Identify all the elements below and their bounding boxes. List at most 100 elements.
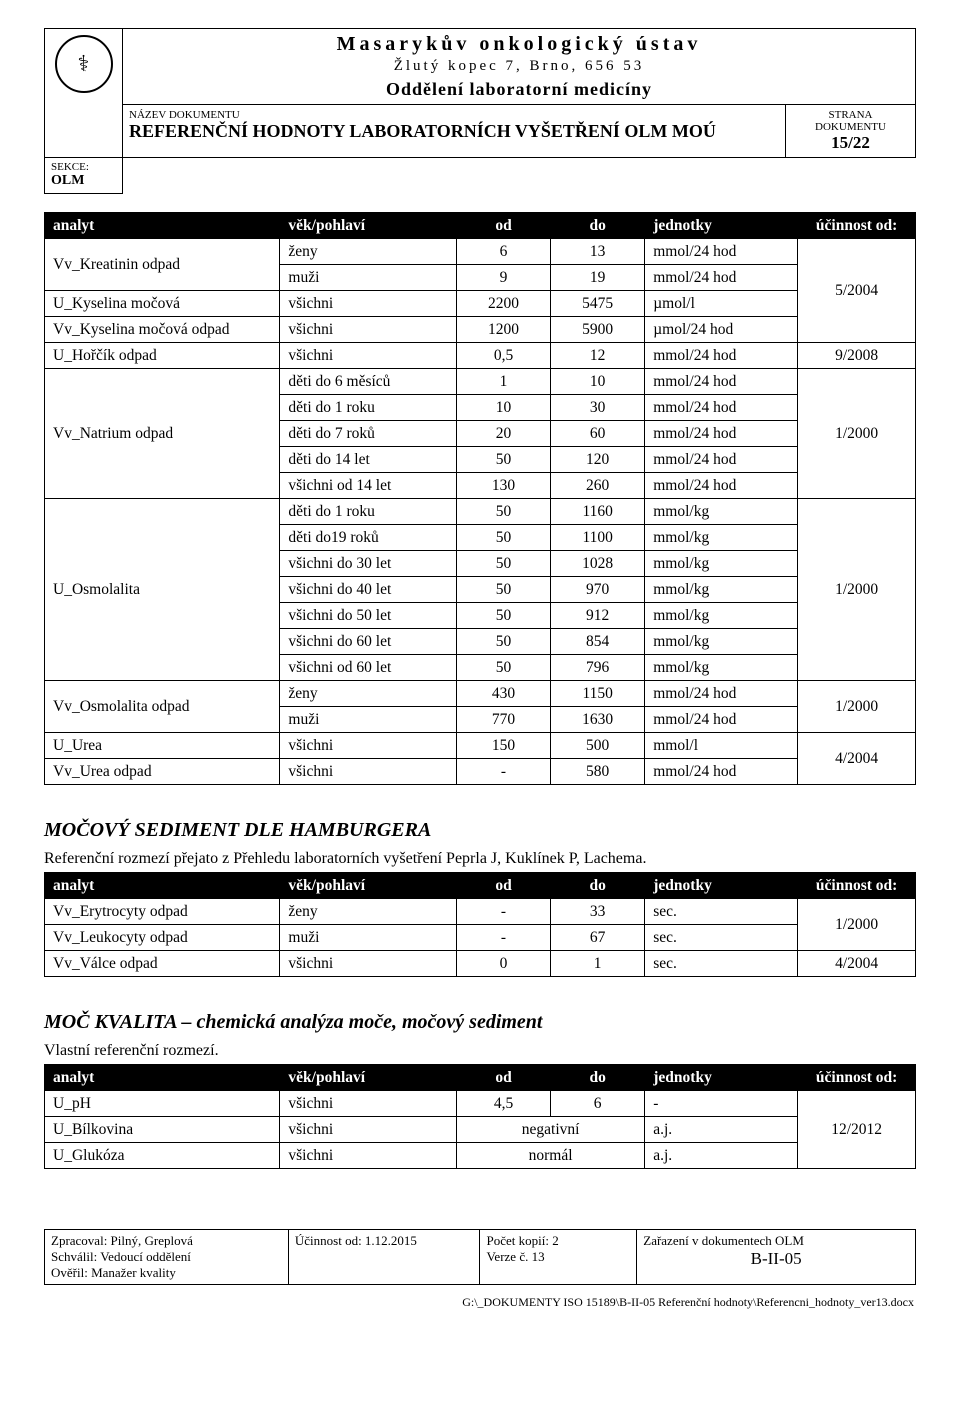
cell-age: všichni: [280, 291, 457, 317]
institution-name: Masarykův onkologický ústav: [129, 33, 909, 56]
cell-eff: 1/2000: [798, 681, 916, 733]
institution-cell: Masarykův onkologický ústav Žlutý kopec …: [123, 29, 916, 105]
page: ⚕ Masarykův onkologický ústav Žlutý kope…: [0, 0, 960, 1330]
cell-age: děti do19 roků: [280, 525, 457, 551]
cell-age: děti do 14 let: [280, 447, 457, 473]
footer-approved: Schválil: Vedoucí oddělení: [51, 1249, 282, 1265]
table-main: analyt věk/pohlaví od do jednotky účinno…: [44, 212, 916, 785]
footer-col2: Účinnost od: 1.12.2015: [288, 1230, 480, 1285]
th-analyt: analyt: [45, 213, 280, 239]
cell-age: všichni: [280, 317, 457, 343]
cell-unit: mmol/kg: [645, 525, 798, 551]
section-note-sediment: Referenční rozmezí přejato z Přehledu la…: [44, 850, 916, 868]
th-eff: účinnost od:: [798, 213, 916, 239]
cell-analyt: U_Hořčík odpad: [45, 343, 280, 369]
cell-unit: sec.: [645, 951, 798, 977]
cell-do: 5900: [551, 317, 645, 343]
cell-eff: 4/2004: [798, 733, 916, 785]
table-row: U_Glukóza všichni normál a.j.: [45, 1143, 916, 1169]
doc-title-cell: NÁZEV DOKUMENTU REFERENČNÍ HODNOTY LABOR…: [123, 105, 786, 158]
cell-do: 1028: [551, 551, 645, 577]
table-row: U_Bílkovina všichni negativní a.j.: [45, 1117, 916, 1143]
cell-age: všichni od 60 let: [280, 655, 457, 681]
cell-od: 50: [456, 655, 550, 681]
cell-unit: mmol/24 hod: [645, 343, 798, 369]
sekce-code: OLM: [51, 173, 116, 189]
cell-age: všichni od 14 let: [280, 473, 457, 499]
cell-od: 10: [456, 395, 550, 421]
cell-eff: 5/2004: [798, 239, 916, 343]
cell-unit: µmol/l: [645, 291, 798, 317]
cell-age: muži: [280, 265, 457, 291]
cell-od: 9: [456, 265, 550, 291]
cell-age: děti do 1 roku: [280, 395, 457, 421]
page-label: STRANA DOKUMENTU: [792, 109, 909, 133]
cell-unit: sec.: [645, 899, 798, 925]
cell-do: 33: [551, 899, 645, 925]
table-row: U_Kyselina močová všichni 2200 5475 µmol…: [45, 291, 916, 317]
cell-unit: -: [645, 1091, 798, 1117]
cell-od: -: [456, 759, 550, 785]
cell-age: děti do 1 roku: [280, 499, 457, 525]
footer-author: Zpracoval: Pilný, Greplová: [51, 1233, 282, 1249]
sekce-cell: SEKCE: OLM: [45, 157, 123, 194]
cell-analyt: U_pH: [45, 1091, 280, 1117]
cell-age: ženy: [280, 899, 457, 925]
cell-od: 430: [456, 681, 550, 707]
cell-age: všichni: [280, 1117, 457, 1143]
page-number: 15/22: [792, 133, 909, 153]
th-age: věk/pohlaví: [280, 1065, 457, 1091]
cell-od: 50: [456, 577, 550, 603]
th-age: věk/pohlaví: [280, 873, 457, 899]
cell-od: 0: [456, 951, 550, 977]
footer-col4: Zařazení v dokumentech OLM B-II-05: [637, 1230, 916, 1285]
cell-unit: mmol/24 hod: [645, 681, 798, 707]
th-eff: účinnost od:: [798, 873, 916, 899]
cell-od: 0,5: [456, 343, 550, 369]
institution-address: Žlutý kopec 7, Brno, 656 53: [129, 58, 909, 75]
cell-eff: 4/2004: [798, 951, 916, 977]
cell-analyt: Vv_Erytrocyty odpad: [45, 899, 280, 925]
cell-unit: a.j.: [645, 1143, 798, 1169]
footer-version: Verze č. 13: [486, 1249, 630, 1265]
footer-col3: Počet kopií: 2 Verze č. 13: [480, 1230, 637, 1285]
cell-age: ženy: [280, 239, 457, 265]
cell-do: 1150: [551, 681, 645, 707]
cell-do: 796: [551, 655, 645, 681]
table-header-row: analyt věk/pohlaví od do jednotky účinno…: [45, 213, 916, 239]
logo-cell: ⚕: [45, 29, 123, 158]
footer-copies: Počet kopií: 2: [486, 1233, 630, 1249]
cell-do: 260: [551, 473, 645, 499]
cell-od: 20: [456, 421, 550, 447]
table-row: Vv_Kyselina močová odpad všichni 1200 59…: [45, 317, 916, 343]
cell-unit: mmol/24 hod: [645, 473, 798, 499]
cell-od: 4,5: [456, 1091, 550, 1117]
cell-do: 1630: [551, 707, 645, 733]
cell-do: 912: [551, 603, 645, 629]
cell-age: ženy: [280, 681, 457, 707]
th-do: do: [551, 213, 645, 239]
institution-dept: Oddělení laboratorní medicíny: [129, 79, 909, 100]
cell-eff: 1/2000: [798, 499, 916, 681]
th-units: jednotky: [645, 873, 798, 899]
table-sediment: analyt věk/pohlaví od do jednotky účinno…: [44, 872, 916, 977]
cell-do: 500: [551, 733, 645, 759]
cell-do: 5475: [551, 291, 645, 317]
cell-do: 12: [551, 343, 645, 369]
cell-analyt: U_Urea: [45, 733, 280, 759]
cell-do: 13: [551, 239, 645, 265]
cell-od: 50: [456, 447, 550, 473]
cell-unit: mmol/24 hod: [645, 265, 798, 291]
th-od: od: [456, 1065, 550, 1091]
th-analyt: analyt: [45, 873, 280, 899]
cell-age: všichni: [280, 343, 457, 369]
cell-unit: mmol/kg: [645, 499, 798, 525]
cell-do: 120: [551, 447, 645, 473]
cell-do: 580: [551, 759, 645, 785]
cell-od: 50: [456, 525, 550, 551]
cell-age: všichni: [280, 733, 457, 759]
footer-code: B-II-05: [643, 1249, 909, 1269]
cell-analyt: Vv_Osmolalita odpad: [45, 681, 280, 733]
cell-age: muži: [280, 707, 457, 733]
doc-label: NÁZEV DOKUMENTU: [129, 109, 779, 121]
